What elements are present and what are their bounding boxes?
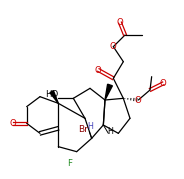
- Text: O: O: [160, 79, 167, 88]
- Text: HO: HO: [45, 90, 58, 98]
- Text: O: O: [135, 96, 142, 105]
- Text: F: F: [68, 159, 72, 168]
- Text: O: O: [117, 18, 123, 27]
- Text: H: H: [107, 127, 113, 136]
- Text: O: O: [95, 66, 102, 74]
- Polygon shape: [50, 91, 58, 103]
- Text: H: H: [88, 122, 94, 131]
- Text: O: O: [9, 119, 16, 128]
- Text: O: O: [110, 42, 117, 51]
- Polygon shape: [105, 84, 112, 100]
- Text: Br: Br: [78, 125, 88, 134]
